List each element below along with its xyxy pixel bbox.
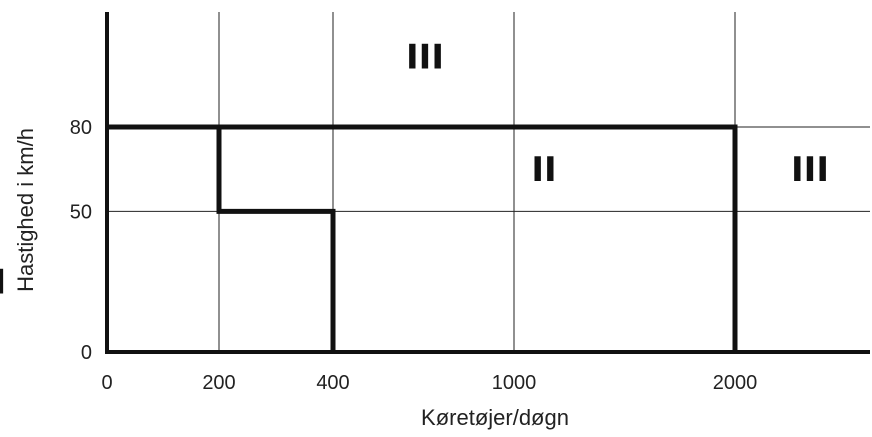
axes [105, 12, 870, 354]
x-tick-label: 1000 [492, 372, 537, 394]
y-axis-label: Hastighed i km/h [13, 128, 38, 292]
zone-boundaries [107, 124, 738, 352]
x-tick-label: 2000 [713, 372, 758, 394]
boundary-zone-i [107, 124, 336, 352]
x-tick-label: 200 [202, 372, 235, 394]
boundary-zone-ii [219, 124, 738, 352]
y-tick-label: 0 [81, 342, 92, 364]
zone-label: I [0, 263, 6, 303]
y-tick-label: 50 [70, 201, 92, 223]
y-tick-label: 80 [70, 117, 92, 139]
zone-labels: IIIIIIIII [0, 38, 829, 303]
tick-labels: 0 200 400 1000 2000 0 50 80 [70, 117, 758, 394]
zone-label: III [406, 38, 444, 78]
x-tick-label: 400 [316, 372, 349, 394]
x-axis-label: Køretøjer/døgn [421, 405, 569, 430]
zone-label: III [791, 150, 829, 190]
x-tick-label: 0 [101, 372, 112, 394]
zone-label: II [531, 150, 556, 190]
